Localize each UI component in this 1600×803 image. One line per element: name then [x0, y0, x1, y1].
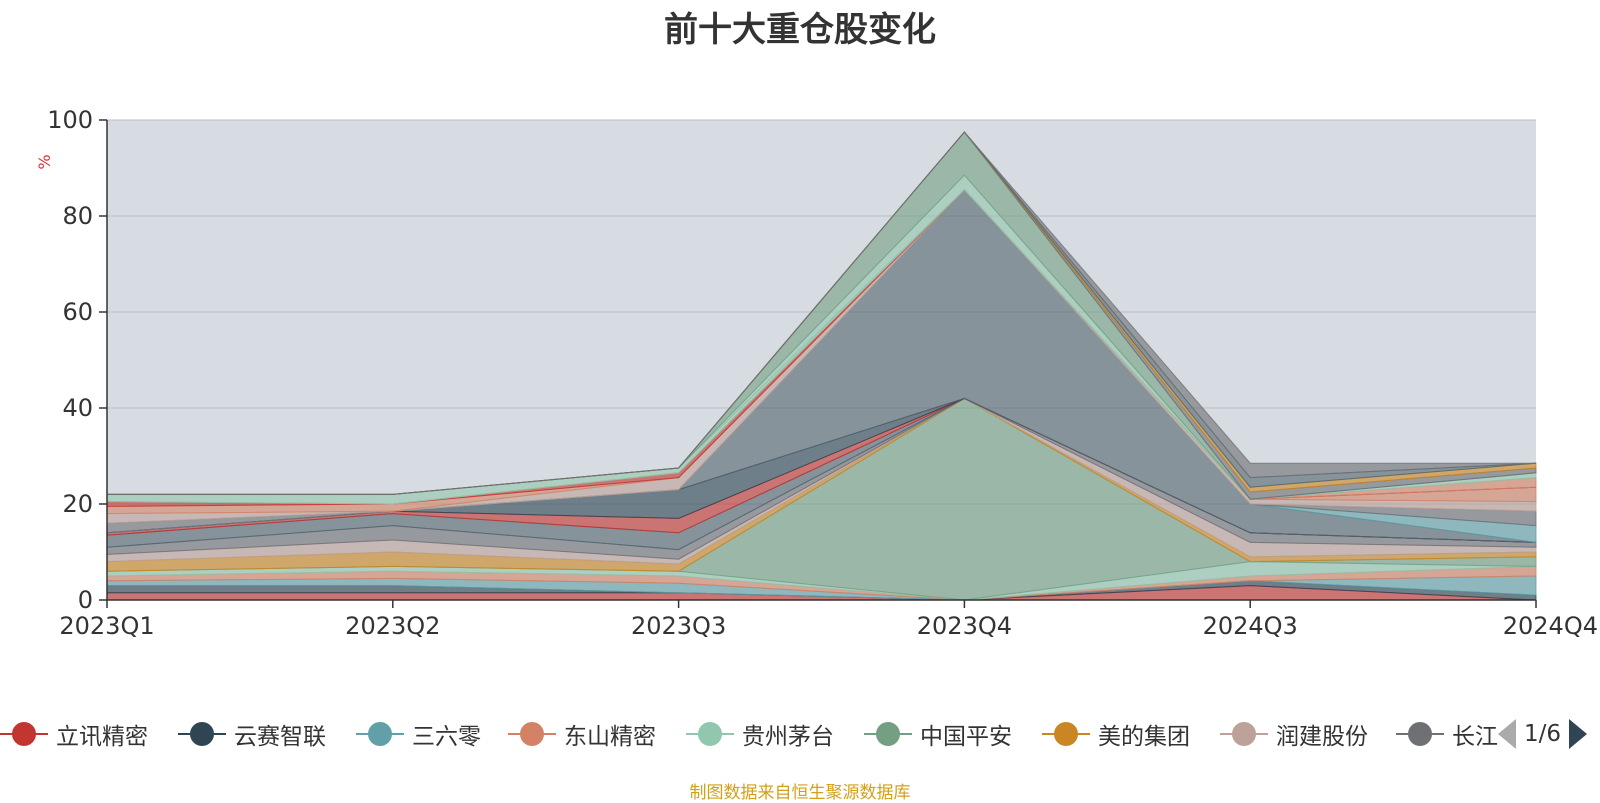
- legend-marker-icon: [864, 719, 912, 749]
- legend-marker-icon: [356, 719, 404, 749]
- legend-label: 云赛智联: [234, 724, 326, 750]
- legend-marker-icon: [508, 719, 556, 749]
- source-note: 制图数据来自恒生聚源数据库: [689, 783, 911, 803]
- legend-label: 美的集团: [1098, 724, 1190, 750]
- x-tick-label: 2023Q1: [59, 612, 154, 640]
- legend-item[interactable]: 贵州茅台: [686, 712, 834, 756]
- y-tick-label: 20: [62, 490, 93, 518]
- legend-item[interactable]: 立讯精密: [0, 712, 148, 756]
- legend-label: 贵州茅台: [742, 724, 834, 750]
- x-tick-label: 2024Q4: [1503, 612, 1598, 640]
- legend-label: 三六零: [412, 724, 481, 750]
- legend-marker-icon: [178, 719, 226, 749]
- legend-label: 中国平安: [920, 724, 1012, 750]
- legend-pager: 1/6: [1498, 714, 1600, 754]
- legend-prev-icon[interactable]: [1498, 719, 1516, 749]
- legend-label: 立讯精密: [56, 724, 148, 750]
- legend-marker-icon: [1220, 719, 1268, 749]
- y-tick-label: 40: [62, 394, 93, 422]
- legend-item[interactable]: 润建股份: [1220, 712, 1368, 756]
- x-tick-label: 2023Q4: [917, 612, 1012, 640]
- legend-next-icon[interactable]: [1569, 719, 1588, 749]
- legend-marker-icon: [686, 719, 734, 749]
- legend-label: 润建股份: [1276, 724, 1368, 750]
- x-tick-label: 2023Q2: [345, 612, 440, 640]
- legend-marker-icon: [0, 719, 48, 749]
- legend-item[interactable]: 中国平安: [864, 712, 1012, 756]
- axes: 0 20 40 60 80 100 2023Q1 2023Q2 2023Q3 2023Q4 2024…: [47, 106, 1598, 640]
- y-tick-label: 80: [62, 202, 93, 230]
- legend-label: 东山精密: [564, 724, 656, 750]
- legend-page-indicator: 1/6: [1524, 721, 1562, 747]
- legend: 立讯精密云赛智联三六零东山精密贵州茅台中国平安美的集团润建股份长江电力: [0, 712, 1600, 756]
- legend-item[interactable]: 三六零: [356, 712, 481, 756]
- legend-item[interactable]: 东山精密: [508, 712, 656, 756]
- chart-title: 前十大重仓股变化: [664, 10, 936, 50]
- x-tick-label: 2024Q3: [1203, 612, 1298, 640]
- chart-plot: 0 20 40 60 80 100 2023Q1 2023Q2 2023Q3 2023Q4 2024…: [35, 106, 1598, 640]
- y-axis-label: %: [35, 154, 54, 169]
- legend-marker-icon: [1396, 719, 1444, 749]
- y-tick-label: 0: [78, 586, 93, 614]
- area-series-25[interactable]: [107, 131, 1537, 495]
- x-tick-label: 2023Q3: [631, 612, 726, 640]
- y-tick-label: 100: [47, 106, 93, 134]
- y-tick-label: 60: [62, 298, 93, 326]
- legend-item[interactable]: 云赛智联: [178, 712, 326, 756]
- legend-item[interactable]: 美的集团: [1042, 712, 1190, 756]
- legend-marker-icon: [1042, 719, 1090, 749]
